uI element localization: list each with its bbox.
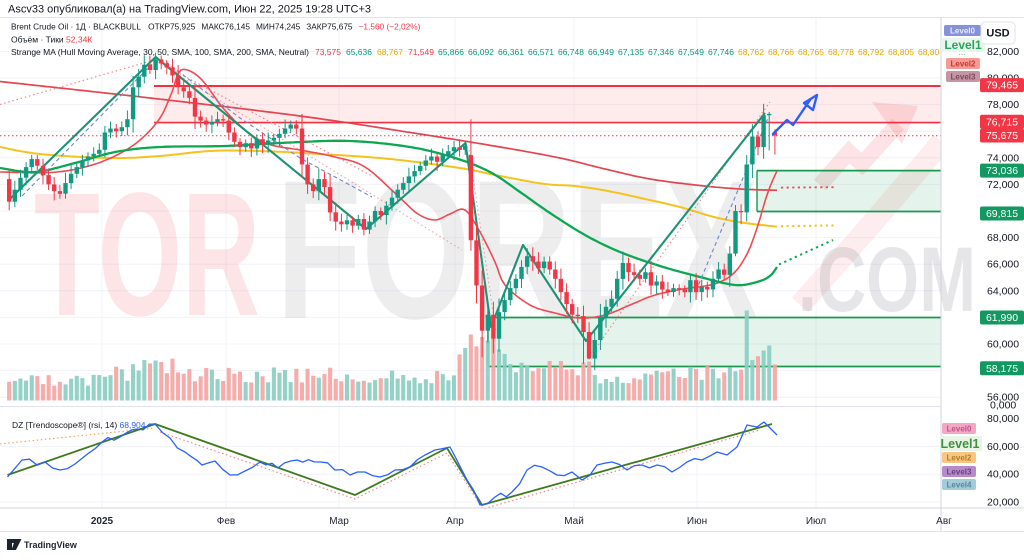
svg-text:60,000: 60,000	[987, 339, 1019, 351]
svg-text:61,990: 61,990	[986, 312, 1018, 324]
svg-text:78,000: 78,000	[987, 99, 1019, 111]
svg-text:Level0: Level0	[950, 26, 975, 35]
svg-text:USD: USD	[986, 28, 1009, 40]
svg-text:40,000: 40,000	[987, 469, 1019, 481]
svg-text:DZ [Trendoscope®] (rsi, 14) 68: DZ [Trendoscope®] (rsi, 14) 68,904	[12, 420, 146, 430]
svg-text:Мар: Мар	[329, 516, 349, 527]
svg-text:Авг: Авг	[936, 516, 952, 527]
svg-text:.COM: .COM	[798, 229, 976, 331]
svg-text:Фев: Фев	[217, 516, 235, 527]
svg-text:...: ...	[959, 48, 966, 57]
svg-text:73,036: 73,036	[986, 165, 1018, 177]
svg-text:20,000: 20,000	[987, 496, 1019, 508]
svg-text:Level2: Level2	[947, 453, 972, 462]
svg-text:0,000: 0,000	[990, 400, 1016, 412]
svg-text:Ascv33 опубликовал(а) на Tradi: Ascv33 опубликовал(а) на TradingView.com…	[8, 4, 371, 16]
svg-text:Июл: Июл	[806, 516, 826, 527]
svg-text:Level2: Level2	[951, 59, 976, 68]
svg-text:Brent Crude Oil · 1Д · BLACKBU: Brent Crude Oil · 1Д · BLACKBULLОТКР75,9…	[11, 22, 421, 32]
svg-text:Level3: Level3	[951, 72, 976, 81]
svg-text:2025: 2025	[91, 516, 114, 527]
svg-text:Июн: Июн	[687, 516, 707, 527]
svg-text:TOR: TOR	[34, 157, 260, 353]
svg-text:Level4: Level4	[947, 480, 972, 489]
svg-text:60,000: 60,000	[987, 441, 1019, 453]
svg-text:Level3: Level3	[947, 467, 972, 476]
svg-text:Объём · Тики 52,34К: Объём · Тики 52,34К	[11, 35, 92, 45]
svg-text:74,000: 74,000	[987, 152, 1019, 164]
svg-text:Level0: Level0	[947, 424, 972, 433]
svg-text:82,000: 82,000	[987, 46, 1019, 58]
svg-text:80,000: 80,000	[987, 413, 1019, 425]
svg-text:79,465: 79,465	[986, 80, 1018, 92]
svg-text:72,000: 72,000	[987, 179, 1019, 191]
svg-text:58,175: 58,175	[986, 363, 1018, 375]
svg-text:66,000: 66,000	[987, 259, 1019, 271]
svg-text:Level1: Level1	[941, 437, 980, 451]
svg-text:TradingView: TradingView	[24, 540, 78, 550]
svg-text:Май: Май	[564, 516, 584, 527]
svg-text:Апр: Апр	[446, 516, 464, 527]
svg-text:64,000: 64,000	[987, 285, 1019, 297]
svg-text:76,715: 76,715	[986, 116, 1018, 128]
svg-text:68,000: 68,000	[987, 232, 1019, 244]
svg-text:75,675: 75,675	[986, 130, 1018, 142]
svg-text:69,815: 69,815	[986, 208, 1018, 220]
